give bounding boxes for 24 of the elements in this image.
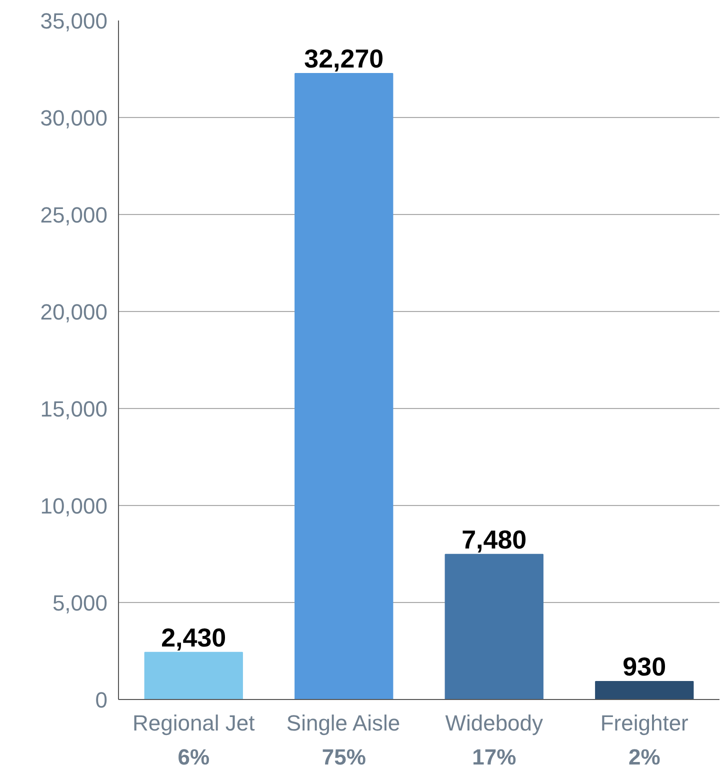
y-tick-label: 15,000 [40, 396, 108, 422]
data-label: 32,270 [304, 43, 384, 74]
y-tick-label: 35,000 [40, 8, 108, 34]
y-tick-label: 5,000 [52, 590, 108, 616]
y-tick-label: 30,000 [40, 106, 108, 130]
x-tick-label: Regional Jet [132, 710, 255, 736]
x-tick-label: Freighter [600, 710, 688, 736]
bar [444, 554, 544, 700]
data-label: 930 [622, 651, 666, 682]
x-tick-label: Single Aisle [286, 710, 400, 736]
y-tick-label: 20,000 [40, 300, 108, 324]
text: 75% [322, 744, 366, 770]
y-tick-label: 25,000 [40, 202, 108, 228]
data-label: 7,480 [462, 524, 527, 554]
text: 6% [178, 744, 210, 770]
bar [294, 72, 394, 700]
text: 17% [472, 744, 516, 770]
bar [144, 652, 243, 700]
x-tick-label: Widebody [445, 710, 544, 736]
y-tick-label: 0 [95, 688, 108, 712]
text: 2% [628, 744, 660, 770]
bar [595, 680, 694, 700]
data-label: 2,430 [161, 622, 226, 652]
y-tick-label: 10,000 [40, 494, 108, 518]
